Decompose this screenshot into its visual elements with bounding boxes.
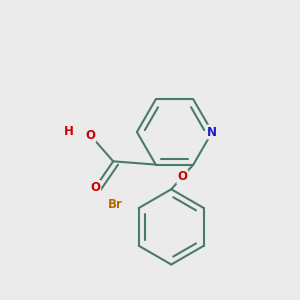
Text: N: N [207, 125, 217, 139]
Text: O: O [177, 170, 187, 183]
Text: H: H [64, 125, 74, 138]
Text: Br: Br [108, 198, 123, 211]
Text: O: O [85, 129, 95, 142]
Text: O: O [90, 181, 100, 194]
